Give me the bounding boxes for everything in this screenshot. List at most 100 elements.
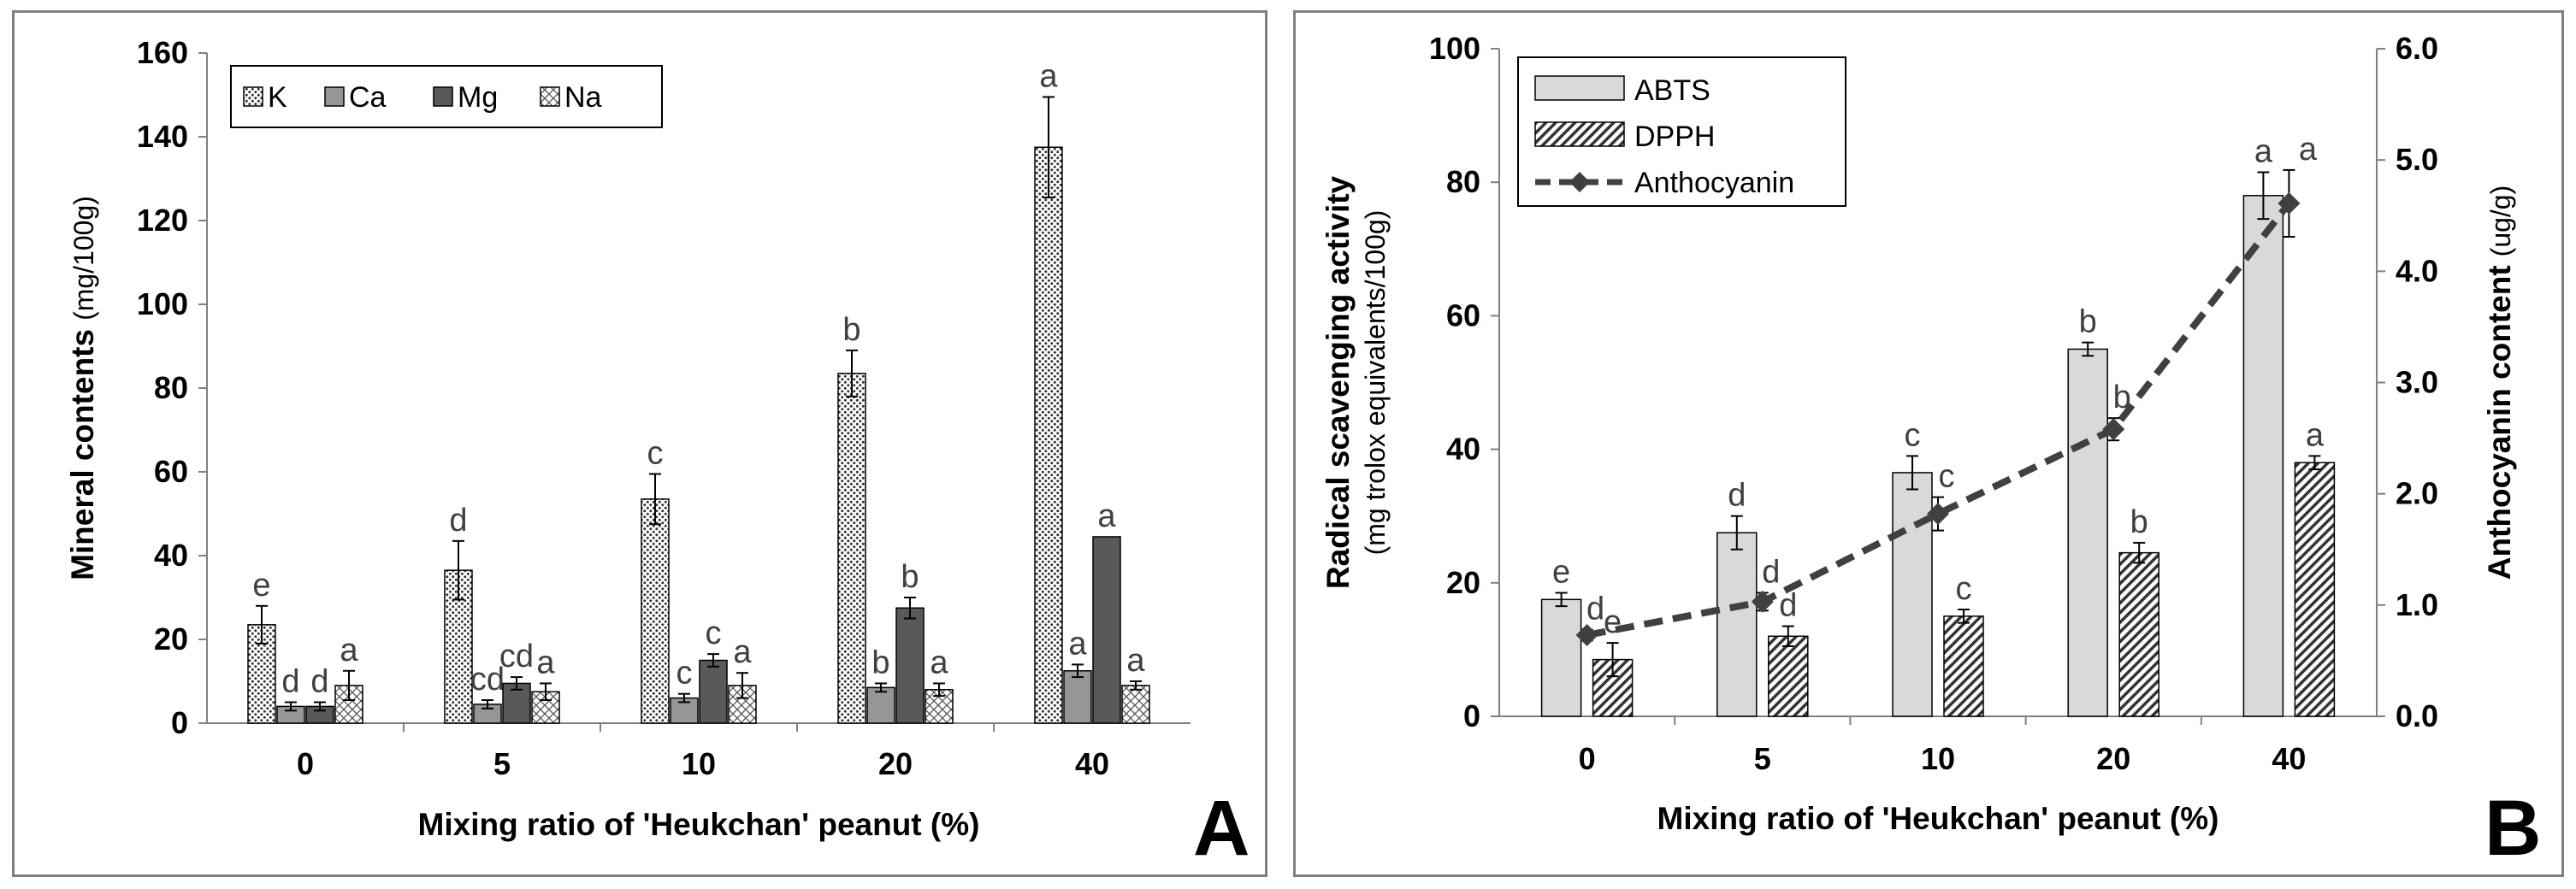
legend-label-abts: ABTS: [1634, 74, 1710, 107]
y-tick-label: 60: [1446, 297, 1480, 333]
significance-label: a: [733, 634, 752, 670]
y2-axis-title-unit: (ug/g): [2485, 185, 2516, 257]
significance-label: a: [930, 645, 948, 680]
significance-label: c: [706, 615, 722, 651]
x-tick-label: 10: [1921, 741, 1955, 776]
y-tick-label: 20: [1446, 565, 1480, 600]
panel-a-mineral-chart: 0 20 40 60 80 100 120 140 160 0 e d d a 5 d cd cd a 10 c c c a 2…: [12, 10, 1267, 877]
anthocyanin-point-5: [1751, 590, 1774, 613]
x-tick-label: 40: [1075, 746, 1109, 781]
x-axis-title: Mixing ratio of 'Heukchan' peanut (%): [1657, 801, 2219, 836]
bar-k-10: [641, 498, 670, 724]
significance-label: c: [1905, 417, 1921, 453]
significance-label: c: [676, 656, 693, 692]
significance-label: c: [1956, 571, 1972, 607]
y-tick-label: 120: [137, 203, 188, 238]
line-significance-label: a: [2299, 132, 2318, 168]
bar-k-40: [1034, 146, 1063, 724]
x-tick-label: 0: [1579, 741, 1596, 776]
x-axis-title: Mixing ratio of 'Heukchan' peanut (%): [418, 807, 980, 842]
legend-swatch-abts: [1534, 75, 1625, 101]
significance-label: d: [310, 664, 328, 700]
significance-label: cd: [499, 639, 534, 674]
legend-label-mg: Mg: [458, 81, 498, 114]
bar-ca-40: [1063, 670, 1092, 724]
y-tick-label: 60: [154, 454, 188, 489]
y2-tick-label: 4.0: [2396, 253, 2438, 288]
y2-tick-label: 2.0: [2396, 476, 2438, 511]
legend-swatch-anthocyanin-marker: [1569, 172, 1590, 192]
line-significance-label: d: [1586, 591, 1604, 627]
bar-mg-10: [699, 659, 728, 724]
legend-swatch-ca: [324, 86, 345, 107]
anthocyanin-line: [1586, 201, 2292, 639]
line-significance-label: b: [2113, 380, 2131, 415]
y2-tick-label: 5.0: [2396, 142, 2438, 177]
panel-label: B: [2484, 785, 2541, 872]
y-tick-label: 100: [137, 286, 188, 321]
bar-k-20: [837, 373, 866, 724]
bar-na-10: [728, 685, 757, 724]
significance-label: a: [1039, 58, 1058, 94]
legend-label-dpph: DPPH: [1634, 121, 1715, 153]
y-axis-title: Radical scavenging activity: [1320, 175, 1356, 589]
anthocyanin-point-0: [1575, 623, 1598, 646]
significance-label: d: [281, 664, 299, 700]
panel-label: A: [1193, 785, 1250, 872]
significance-label: d: [449, 503, 467, 539]
y-tick-label: 80: [154, 370, 188, 405]
legend-swatch-dpph: [1534, 121, 1625, 147]
significance-label: a: [1068, 626, 1087, 662]
y-tick-label: 100: [1429, 31, 1480, 66]
significance-label: b: [901, 559, 919, 595]
significance-label: b: [842, 312, 860, 348]
x-tick-label: 0: [297, 746, 314, 781]
y-tick-label: 0: [1463, 698, 1480, 733]
anthocyanin-point-20: [2102, 418, 2125, 441]
significance-label: b: [2130, 504, 2148, 540]
legend-label-k: K: [268, 81, 287, 114]
y-tick-label: 40: [154, 538, 188, 573]
y-tick-label: 0: [171, 705, 188, 740]
x-tick-label: 20: [878, 746, 913, 781]
anthocyanin-point-40: [2278, 191, 2301, 215]
legend-swatch-na: [540, 86, 560, 107]
significance-label: e: [1604, 604, 1622, 640]
bar-mg-40: [1092, 536, 1121, 724]
legend-swatch-k: [243, 86, 263, 107]
significance-label: c: [647, 435, 664, 471]
significance-label: a: [2254, 133, 2273, 169]
y2-tick-label: 3.0: [2396, 365, 2438, 400]
y-tick-label: 40: [1446, 432, 1480, 467]
y-axis-title-unit: (mg trolox equivalents/100g): [1360, 210, 1391, 556]
significance-label: b: [2079, 304, 2097, 340]
bar-abts-20: [2067, 348, 2108, 717]
x-tick-label: 20: [2096, 741, 2130, 776]
bar-na-40: [1121, 685, 1150, 724]
y-axis-title-unit: (mg/100g): [68, 196, 99, 321]
significance-label: a: [340, 633, 358, 668]
x-tick-label: 5: [493, 746, 511, 781]
legend-swatch-mg: [433, 86, 453, 107]
significance-label: a: [536, 645, 555, 680]
legend-label-anthocyanin: Anthocyanin: [1634, 167, 1794, 199]
significance-label: a: [2306, 417, 2325, 453]
bar-abts-0: [1540, 598, 1582, 717]
legend-label-ca: Ca: [349, 81, 387, 114]
line-significance-label: d: [1762, 555, 1780, 591]
significance-label: cd: [470, 662, 505, 698]
significance-label: e: [252, 568, 270, 603]
x-tick-label: 5: [1754, 741, 1771, 776]
bar-abts-10: [1892, 472, 1933, 717]
line-significance-label: c: [1939, 459, 1955, 495]
x-tick-label: 40: [2272, 741, 2306, 776]
legend-label-na: Na: [564, 81, 602, 114]
significance-label: a: [1097, 498, 1116, 534]
y-tick-label: 160: [137, 35, 188, 70]
bar-dpph-10: [1943, 615, 1984, 717]
bar-dpph-40: [2294, 462, 2336, 717]
significance-label: e: [1552, 555, 1570, 591]
bar-abts-40: [2242, 195, 2284, 717]
bar-mg-20: [895, 607, 925, 724]
